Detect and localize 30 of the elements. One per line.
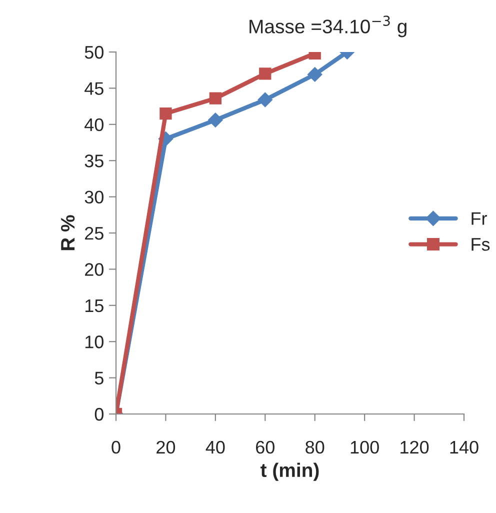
legend-label: Fr xyxy=(472,212,487,225)
y-tick-label: 35 xyxy=(84,154,104,168)
y-tick-label: 50 xyxy=(84,46,104,59)
point xyxy=(258,92,273,108)
y-tick-label: 40 xyxy=(84,118,104,132)
point xyxy=(209,92,222,104)
point xyxy=(259,68,272,80)
point xyxy=(307,67,322,82)
x-tick-label: 80 xyxy=(306,440,324,454)
y-axis-title: R % xyxy=(60,215,75,250)
x-tick-label: 120 xyxy=(400,440,429,454)
text: Masse =34.10$^{−3}$ g xyxy=(250,16,406,38)
x-tick-label: 140 xyxy=(450,440,478,454)
x-tick-label: 60 xyxy=(256,440,274,454)
y-tick-label: 45 xyxy=(84,82,104,95)
x-tick-label: 40 xyxy=(206,440,225,454)
y-tick-label: 10 xyxy=(85,336,104,348)
x-axis-title: t (min) xyxy=(260,462,319,481)
y-tick-label: 5 xyxy=(94,372,104,385)
y-tick-label: 15 xyxy=(85,300,104,312)
y-tick-label: 0 xyxy=(94,408,104,421)
y-tick-label: 30 xyxy=(84,190,104,204)
x-tick-label: 0 xyxy=(112,440,120,454)
legend-label: Fs xyxy=(472,238,490,251)
y-tick-label: 25 xyxy=(85,226,104,240)
y-tick-label: 20 xyxy=(85,263,104,276)
point xyxy=(208,112,223,128)
x-tick-label: 100 xyxy=(350,440,379,454)
point xyxy=(160,107,172,120)
x-tick-label: 20 xyxy=(156,440,176,454)
